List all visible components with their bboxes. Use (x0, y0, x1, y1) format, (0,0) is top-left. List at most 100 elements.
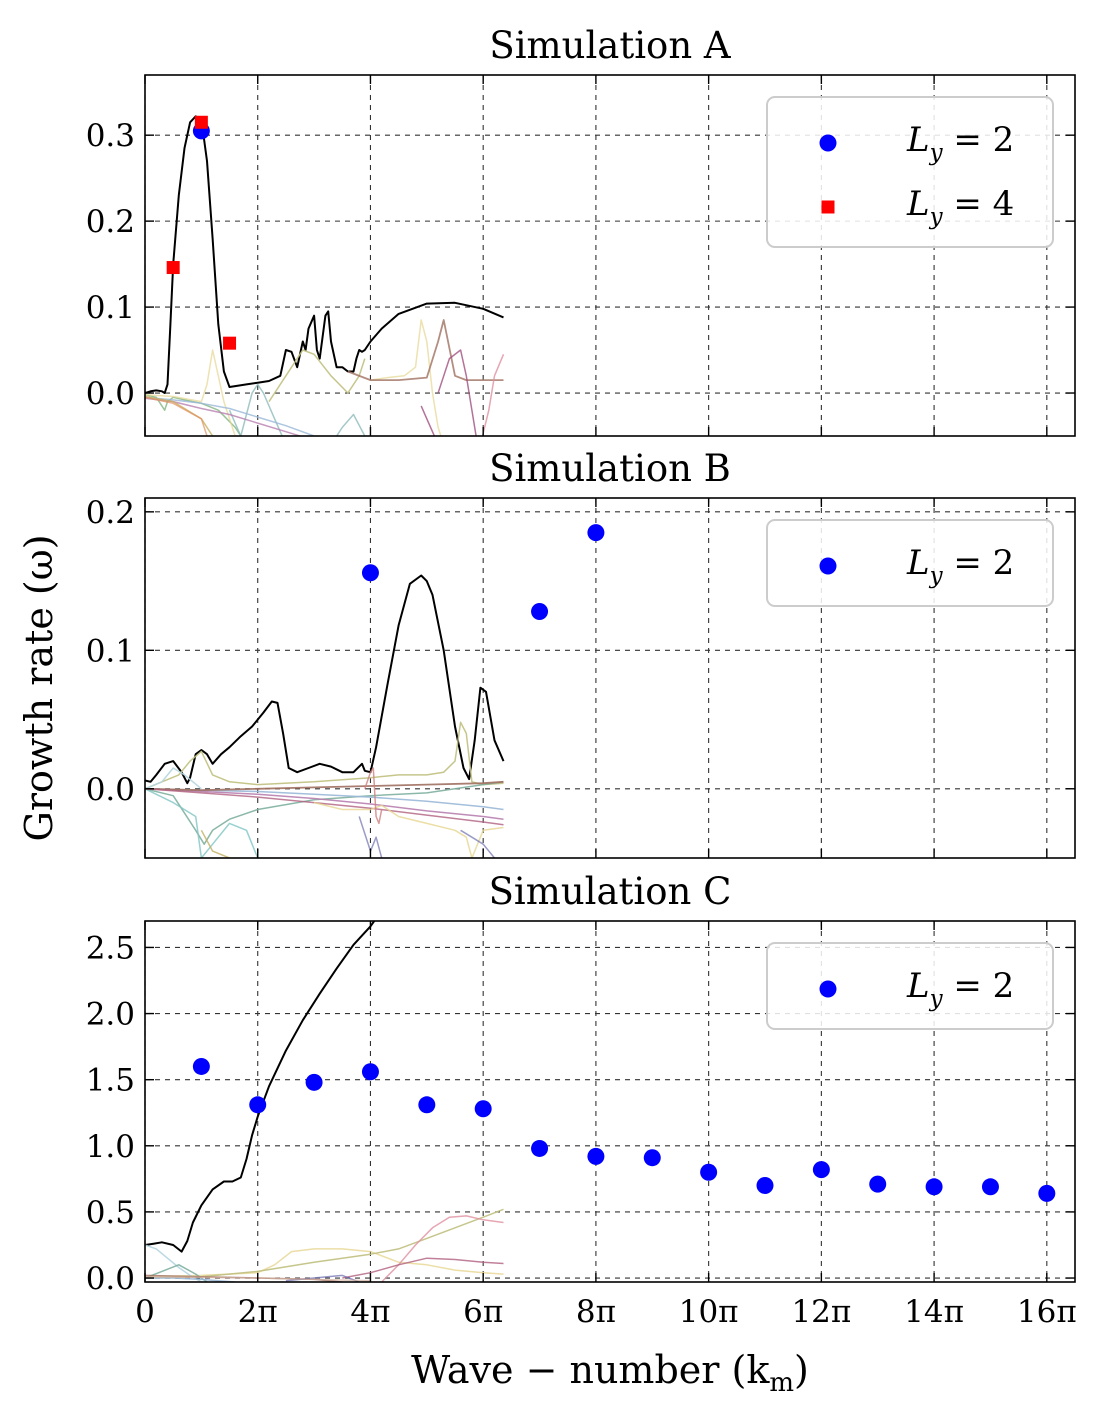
x-axis-label-main: Wave − number (k (411, 1348, 770, 1392)
x-tick-label: 14π (904, 1294, 964, 1330)
marker-square (194, 115, 208, 129)
markers (166, 115, 237, 350)
curve-mode-9 (268, 349, 366, 403)
curve-mode-1 (145, 393, 242, 436)
panel-1: 0.0 0.1 0.2 0.3 Simulation A Ly = 2 Ly = 4 (86, 24, 1076, 437)
x-axis-label-close: ) (794, 1348, 809, 1392)
curve-mode-13 (481, 354, 505, 436)
curve-mode-3 (370, 319, 442, 436)
curve-mode-6 (145, 396, 316, 436)
marker-circle (249, 1096, 267, 1114)
y-tick-label: 0.1 (86, 290, 135, 326)
marker-circle (305, 1073, 323, 1091)
curve-mode-6 (145, 788, 504, 820)
x-axis-label: Wave − number (km) (411, 1348, 809, 1398)
x-tick-label: 0 (135, 1294, 155, 1330)
marker-circle (1038, 1184, 1056, 1202)
markers (361, 524, 605, 621)
legend-label-main: L (906, 184, 930, 224)
curve-mode-2 (145, 767, 202, 790)
curve-mode-12 (420, 405, 436, 436)
marker-circle (361, 564, 379, 582)
marker-circle (756, 1176, 774, 1194)
legend-box (766, 942, 1054, 1030)
marker-circle (981, 1178, 999, 1196)
x-tick-label: 16π (1017, 1294, 1077, 1330)
curve-mode-10 (347, 319, 504, 382)
marker-circle (812, 1161, 830, 1179)
curve-mode-1 (145, 721, 504, 790)
axes-frame (144, 920, 1076, 1283)
legend: Ly = 2 (766, 519, 1054, 607)
legend-label-sub: y (929, 140, 944, 166)
curve-main (145, 921, 376, 1253)
y-tick-label: 1.5 (86, 1063, 135, 1099)
x-tick-label: 12π (791, 1294, 851, 1330)
x-tick-label: 8π (576, 1294, 616, 1330)
legend-label-sub: y (929, 986, 944, 1012)
legend-label-rest: = 2 (943, 966, 1015, 1006)
curves (145, 115, 505, 436)
curve-main (145, 574, 505, 785)
curve-mode-3 (145, 781, 504, 845)
marker-circle (587, 1147, 605, 1165)
x-tick-label: 6π (463, 1294, 503, 1330)
legend: Ly = 2 (766, 942, 1054, 1030)
legend-label-sub: y (929, 563, 944, 589)
legend-marker-circle (819, 134, 837, 152)
x-tick-label: 4π (350, 1294, 390, 1330)
ticks: 0.0 0.5 1.0 1.5 2.0 2.5 0 2π 4π 6π 8π 10π 12π 14π 16π (86, 921, 1077, 1330)
x-axis-label-sub: m (769, 1368, 794, 1398)
marker-circle (531, 603, 549, 621)
legend-label: Ly = 4 (906, 184, 1014, 230)
panel-2: 0.0 0.1 0.2 Simulation B Ly = 2 (86, 447, 1076, 859)
legend-label-sub: y (929, 204, 944, 230)
y-tick-label: 2.5 (86, 930, 135, 966)
x-tick-label: 2π (238, 1294, 278, 1330)
panel-title: Simulation A (489, 24, 732, 67)
curve-mode-2 (145, 349, 237, 436)
curve-mode-1 (145, 1248, 504, 1278)
curve-mode-10 (364, 767, 383, 825)
legend: Ly = 2 Ly = 4 (766, 96, 1054, 248)
axes-frame (144, 497, 1076, 859)
marker-circle (531, 1139, 549, 1157)
legend-label: Ly = 2 (906, 543, 1014, 589)
curve-mode-11 (358, 816, 383, 858)
legend-label-rest: = 2 (943, 120, 1015, 160)
marker-circle (869, 1175, 887, 1193)
curve-mode-14 (145, 396, 208, 436)
curve-mode-7 (145, 1277, 236, 1282)
ticks: 0.0 0.1 0.2 0.3 (86, 75, 1075, 436)
panel-title: Simulation C (489, 870, 732, 913)
y-tick-label: 0.0 (86, 376, 135, 412)
marker-circle (418, 1096, 436, 1114)
marker-circle (700, 1163, 718, 1181)
y-tick-label: 0.2 (86, 204, 135, 240)
axes-frame (144, 74, 1076, 437)
legend-marker-circle (819, 980, 837, 998)
curve-mode-13 (200, 829, 230, 858)
panel-title: Simulation B (489, 447, 731, 490)
curves (145, 921, 504, 1282)
curve-mode-7 (145, 780, 504, 792)
curve-mode-4 (145, 788, 259, 858)
curve-mode-12 (460, 829, 496, 858)
y-tick-label: 2.0 (86, 997, 135, 1033)
curve-mode-2 (145, 1208, 504, 1279)
y-tick-label: 0.3 (86, 118, 135, 154)
legend-label-main: L (906, 543, 930, 583)
marker-circle (587, 524, 605, 542)
legend-box (766, 96, 1054, 248)
marker-circle (361, 1063, 379, 1081)
curves (145, 574, 505, 858)
curve-mode-11 (437, 349, 477, 436)
legend-label: Ly = 2 (906, 966, 1014, 1012)
curve-mode-8 (145, 788, 504, 826)
y-axis-label: Growth rate (ω) (17, 534, 61, 841)
y-tick-label: 0.1 (86, 633, 135, 669)
markers (192, 1057, 1056, 1202)
legend-label-main: L (906, 966, 930, 1006)
